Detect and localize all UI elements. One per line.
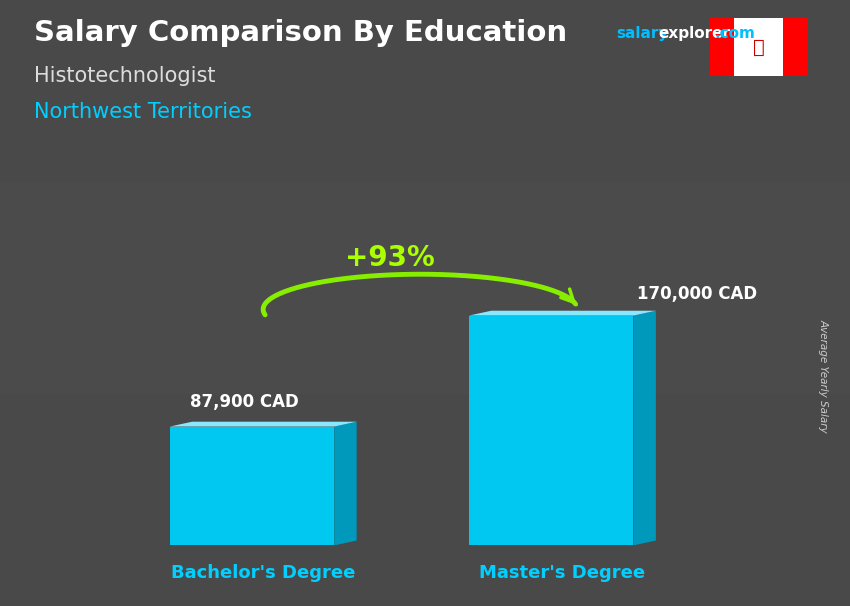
Bar [0,394,850,424]
Text: Salary Comparison By Education: Salary Comparison By Education [34,19,567,47]
Bar [0,273,850,303]
Bar [710,18,734,76]
Bar [0,515,850,545]
Text: Bachelor's Degree: Bachelor's Degree [171,564,355,582]
Text: Average Yearly Salary: Average Yearly Salary [819,319,829,433]
Bar [0,121,850,152]
Bar [783,18,808,76]
Bar [0,152,850,182]
Bar [469,316,633,545]
Bar [0,61,850,91]
Text: Master's Degree: Master's Degree [479,564,645,582]
Bar [0,30,850,61]
Bar [0,182,850,212]
Text: Histotechnologist: Histotechnologist [34,65,216,86]
Text: 🍁: 🍁 [753,38,764,56]
Text: 170,000 CAD: 170,000 CAD [638,285,757,302]
Text: 87,900 CAD: 87,900 CAD [190,393,299,411]
Bar [0,454,850,485]
Bar [0,0,850,30]
Text: +93%: +93% [345,244,435,271]
Bar [0,424,850,454]
Bar [0,303,850,333]
Text: explorer: explorer [659,26,731,41]
Bar [0,212,850,242]
Bar [0,485,850,515]
Bar [0,576,850,606]
Bar [0,545,850,576]
Bar [170,427,334,545]
Polygon shape [633,311,656,545]
Bar [0,333,850,364]
Bar [0,242,850,273]
Text: salary: salary [616,26,669,41]
Bar [0,364,850,394]
Text: Northwest Territories: Northwest Territories [34,102,252,122]
Bar [0,91,850,121]
Polygon shape [334,422,357,545]
Text: .com: .com [714,26,755,41]
Polygon shape [170,422,357,427]
Polygon shape [469,311,656,316]
